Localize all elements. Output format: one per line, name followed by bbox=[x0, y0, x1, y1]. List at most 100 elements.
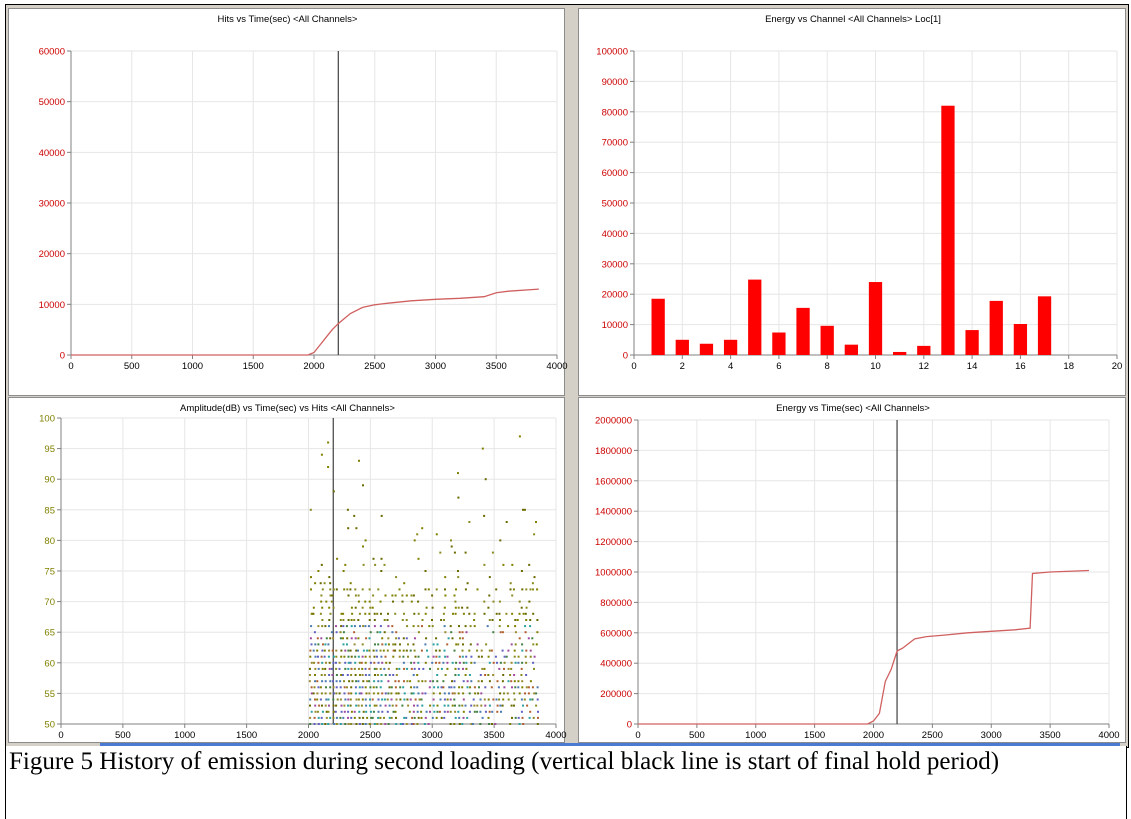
hit-point bbox=[317, 667, 320, 670]
energy-bar bbox=[1037, 296, 1052, 355]
hit-point bbox=[523, 508, 526, 511]
x-tick-label: 2000 bbox=[303, 361, 324, 372]
hit-point bbox=[309, 655, 312, 658]
hit-point bbox=[365, 637, 368, 640]
hit-point bbox=[444, 588, 446, 591]
hit-point bbox=[505, 521, 508, 523]
hit-point bbox=[308, 680, 311, 683]
hit-point bbox=[330, 600, 333, 603]
hit-point bbox=[462, 710, 465, 713]
hit-point bbox=[320, 674, 323, 676]
energy-bar bbox=[772, 332, 786, 355]
hit-point bbox=[495, 612, 498, 615]
hit-point bbox=[529, 588, 532, 591]
hit-point bbox=[432, 680, 435, 683]
hit-point bbox=[358, 710, 361, 713]
hit-point bbox=[502, 674, 505, 676]
hit-point bbox=[466, 686, 469, 689]
hit-point bbox=[366, 716, 369, 719]
hit-point bbox=[433, 686, 436, 689]
hit-point bbox=[368, 637, 371, 640]
hit-point bbox=[524, 655, 527, 658]
hit-point bbox=[327, 655, 330, 658]
hit-point bbox=[395, 716, 397, 719]
hit-point bbox=[392, 710, 395, 713]
hit-point bbox=[368, 600, 371, 603]
hit-point bbox=[473, 612, 476, 615]
hit-point bbox=[368, 680, 371, 683]
hit-point bbox=[532, 661, 535, 664]
hit-point bbox=[536, 619, 539, 621]
hit-point bbox=[403, 716, 406, 719]
hit-point bbox=[340, 625, 343, 628]
hit-point bbox=[379, 625, 382, 628]
hit-point bbox=[373, 704, 376, 707]
hit-point bbox=[486, 625, 489, 628]
y-tick-label: 60 bbox=[44, 658, 55, 669]
hit-point bbox=[376, 674, 379, 676]
hit-point bbox=[361, 723, 364, 725]
hit-point bbox=[525, 619, 528, 621]
x-tick-label: 0 bbox=[58, 730, 63, 741]
hit-point bbox=[324, 704, 327, 707]
hit-point bbox=[329, 594, 332, 597]
hit-point bbox=[388, 716, 391, 719]
hit-point bbox=[436, 710, 439, 713]
hit-point bbox=[402, 661, 405, 664]
hit-point bbox=[435, 588, 438, 591]
hit-point bbox=[466, 680, 469, 683]
hit-point bbox=[387, 667, 390, 670]
hit-point bbox=[320, 637, 323, 640]
x-tick-label: 0 bbox=[631, 361, 636, 372]
hit-point bbox=[323, 649, 326, 652]
hit-point bbox=[373, 625, 376, 628]
hit-point bbox=[471, 723, 474, 725]
hit-point bbox=[368, 619, 371, 621]
hit-point bbox=[521, 686, 524, 689]
hit-point bbox=[377, 692, 380, 695]
hit-point bbox=[444, 631, 447, 634]
hit-point bbox=[500, 710, 502, 713]
hit-point bbox=[523, 698, 526, 701]
hit-point bbox=[403, 692, 406, 695]
hit-point bbox=[409, 698, 412, 701]
hit-point bbox=[364, 625, 367, 628]
hit-point bbox=[521, 588, 524, 591]
hit-point bbox=[403, 667, 406, 670]
hit-point bbox=[347, 649, 350, 652]
hit-point bbox=[380, 557, 383, 560]
hit-point bbox=[532, 612, 535, 615]
hit-point bbox=[324, 680, 327, 683]
hit-point bbox=[357, 649, 359, 652]
hit-point bbox=[510, 643, 513, 646]
hit-point bbox=[509, 723, 512, 725]
y-tick-label: 40000 bbox=[602, 229, 628, 240]
hit-point bbox=[368, 692, 371, 695]
hit-point bbox=[507, 667, 510, 670]
hit-point bbox=[496, 661, 498, 664]
hit-point bbox=[327, 723, 330, 725]
hit-point bbox=[372, 686, 375, 689]
hit-point bbox=[351, 680, 354, 683]
hit-point bbox=[354, 692, 357, 695]
hit-point bbox=[494, 723, 497, 725]
hit-point bbox=[335, 655, 338, 658]
hit-point bbox=[394, 710, 397, 713]
hit-point bbox=[347, 661, 350, 664]
hit-point bbox=[429, 704, 432, 707]
hit-point bbox=[379, 631, 382, 634]
hit-point bbox=[425, 606, 428, 609]
hit-point bbox=[329, 692, 332, 695]
hit-point bbox=[448, 686, 451, 689]
hit-point bbox=[397, 680, 400, 683]
hit-point bbox=[522, 612, 525, 615]
hit-point bbox=[346, 588, 349, 591]
hit-point bbox=[386, 710, 389, 713]
hit-point bbox=[511, 612, 514, 615]
hit-point bbox=[536, 686, 539, 689]
hit-point bbox=[510, 680, 513, 683]
hit-point bbox=[472, 698, 475, 701]
hit-point bbox=[421, 680, 424, 683]
x-tick-label: 0 bbox=[635, 730, 640, 741]
hit-point bbox=[332, 698, 335, 701]
